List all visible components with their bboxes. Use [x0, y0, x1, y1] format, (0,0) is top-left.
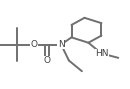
Text: O: O	[30, 40, 37, 49]
Text: HN: HN	[95, 49, 109, 58]
Text: O: O	[43, 56, 50, 65]
Text: N: N	[58, 40, 64, 49]
